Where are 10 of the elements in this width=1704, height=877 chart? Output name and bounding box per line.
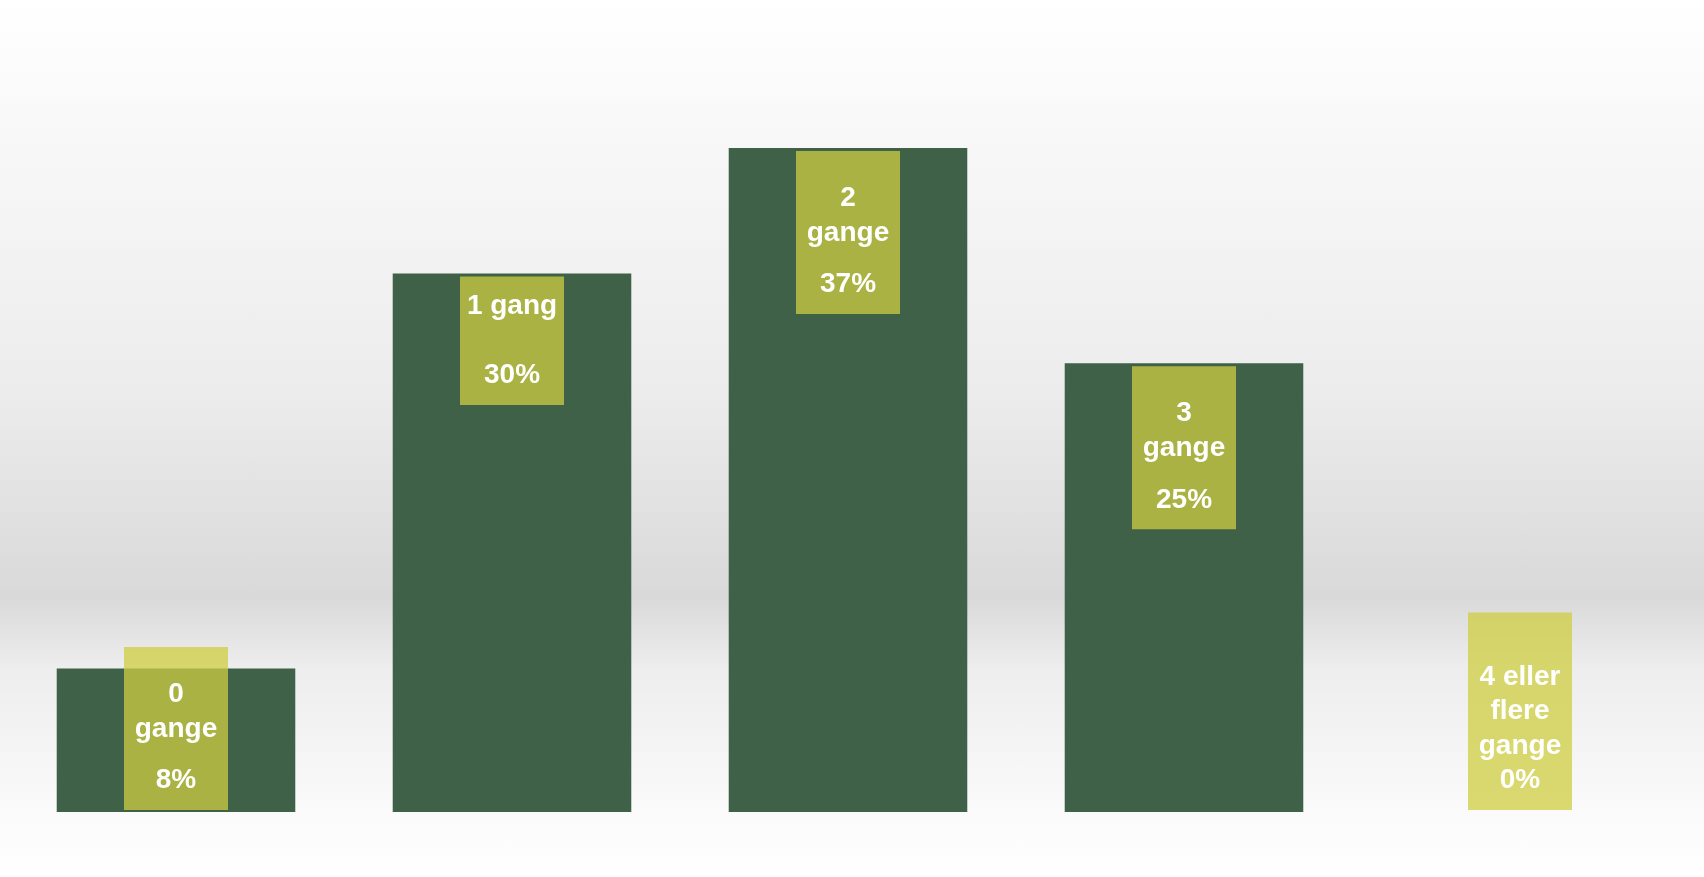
data-label: 0% [1499,763,1541,795]
x-tick-label: 2 gange [806,181,890,247]
data-label: 30% [483,358,541,390]
data-label: 8% [155,763,197,795]
x-tick-label: 4 eller flere gange [1478,659,1562,760]
data-label: 25% [1155,482,1213,514]
x-tick-label: 1 gang [466,289,558,321]
x-tick-label: 3 gange [1142,396,1226,462]
data-label: 37% [819,267,877,299]
x-tick-label: 0 gange [134,677,218,743]
